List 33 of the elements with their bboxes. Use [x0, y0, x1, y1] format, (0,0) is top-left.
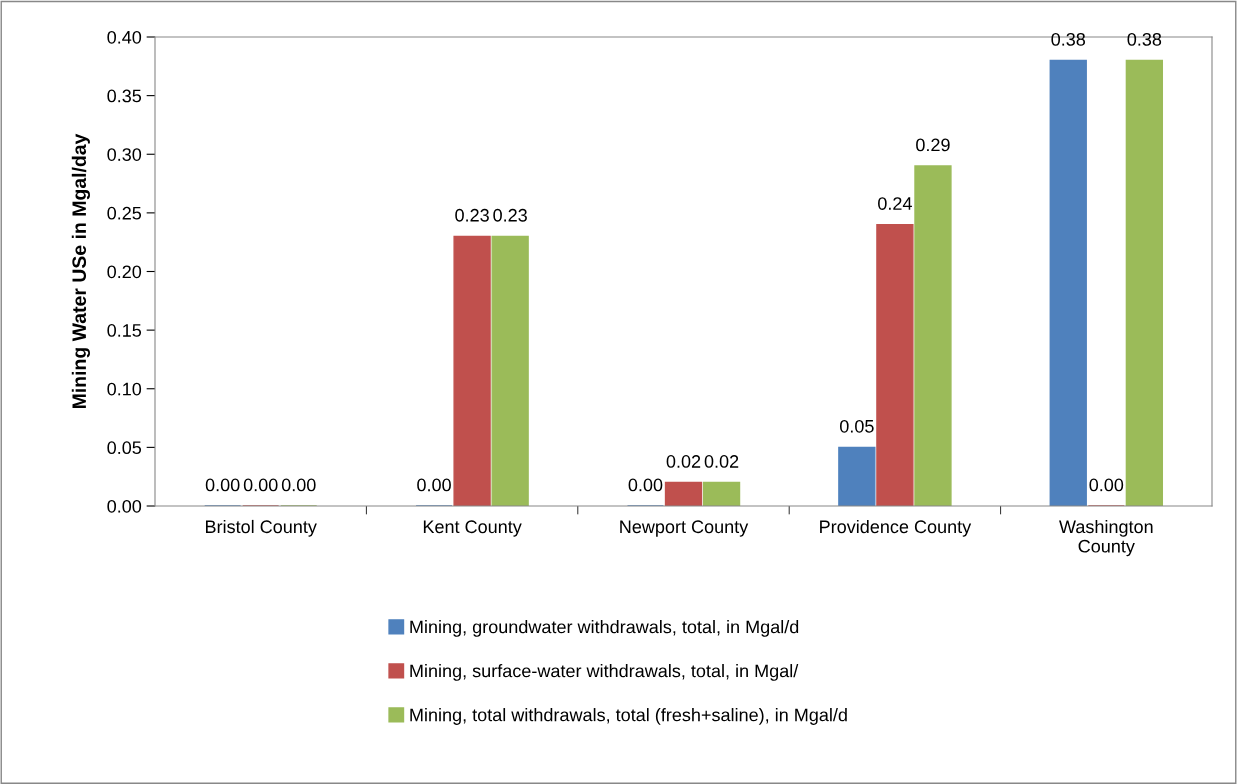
y-axis-title: Mining Water USe in Mgal/day: [71, 133, 90, 409]
data-label: 0.00: [243, 478, 278, 492]
data-label: 0.29: [916, 138, 950, 152]
x-tick-label: Newport County: [620, 520, 749, 537]
data-label: 0.05: [839, 419, 874, 433]
data-label: 0.00: [281, 478, 316, 492]
x-tick-label: Bristol County: [205, 519, 317, 537]
legend-label: Mining, total withdrawals, total (fresh+saline), in Mgal/d: [410, 708, 847, 725]
data-label: 0.02: [666, 455, 701, 468]
y-tick-label: 0.15: [107, 324, 142, 337]
legend-label: Mining, surface-water withdrawals, total, in Mgal/: [410, 664, 799, 681]
y-tick-label: 0.10: [107, 382, 142, 396]
data-label: 0.02: [704, 455, 739, 468]
y-tick-label: 0.00: [107, 499, 142, 513]
data-label: 0.24: [878, 197, 912, 210]
x-tick-label: Washington County: [1059, 519, 1153, 557]
y-tick-label: 0.05: [107, 441, 142, 455]
data-label: 0.00: [1089, 478, 1124, 492]
data-label: 0.00: [417, 478, 451, 492]
y-tick-label: 0.30: [107, 148, 142, 161]
y-tick-label: 0.40: [107, 30, 142, 44]
data-label: 0.38: [1127, 32, 1162, 46]
x-tick-label: Kent County: [423, 520, 522, 537]
y-tick-label: 0.25: [107, 206, 142, 220]
x-tick-label: Providence County: [820, 519, 972, 537]
data-label: 0.38: [1051, 32, 1086, 46]
legend-label: Mining, groundwater withdrawals, total, in Mgal/d: [410, 620, 799, 637]
data-label: 0.00: [205, 478, 240, 492]
data-label: 0.23: [455, 208, 489, 222]
y-tick-label: 0.35: [107, 89, 142, 103]
data-label: 0.23: [493, 208, 527, 222]
data-label: 0.00: [628, 478, 663, 492]
y-tick-label: 0.20: [107, 265, 142, 279]
